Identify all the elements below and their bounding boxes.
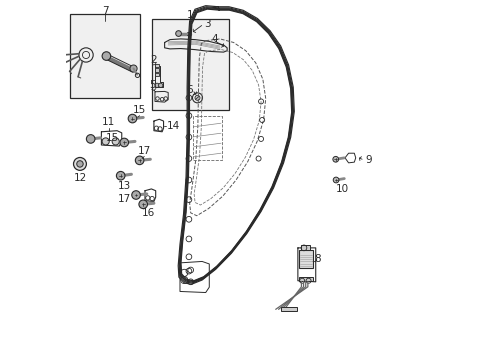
Text: 8: 8	[315, 254, 321, 264]
Circle shape	[130, 65, 137, 72]
Circle shape	[117, 171, 125, 180]
Circle shape	[86, 135, 95, 143]
Text: 4: 4	[211, 34, 218, 44]
Text: 9: 9	[366, 156, 372, 165]
Text: 13: 13	[118, 181, 131, 192]
Circle shape	[155, 83, 159, 87]
Bar	[299, 250, 313, 267]
Text: 11: 11	[102, 117, 115, 127]
Bar	[155, 64, 159, 67]
Text: 12: 12	[74, 173, 87, 183]
Circle shape	[333, 177, 339, 183]
Bar	[70, 14, 140, 98]
Text: 14: 14	[167, 121, 180, 131]
Circle shape	[120, 138, 128, 147]
Bar	[301, 245, 310, 250]
Text: 6: 6	[186, 85, 193, 95]
Circle shape	[77, 161, 83, 167]
Bar	[155, 68, 159, 72]
Text: 16: 16	[142, 208, 155, 218]
Text: 2: 2	[150, 55, 157, 65]
Circle shape	[74, 157, 86, 170]
Text: 10: 10	[336, 184, 349, 194]
Bar	[298, 277, 313, 282]
Circle shape	[132, 191, 140, 199]
Text: 17: 17	[118, 194, 131, 203]
Bar	[155, 73, 159, 76]
Text: 7: 7	[101, 6, 108, 17]
Circle shape	[139, 200, 147, 208]
Circle shape	[159, 83, 163, 87]
Circle shape	[195, 95, 200, 100]
Circle shape	[112, 138, 119, 145]
Circle shape	[128, 114, 137, 123]
Circle shape	[135, 156, 144, 165]
Text: 17: 17	[138, 146, 151, 156]
Bar	[152, 19, 229, 111]
Text: 5: 5	[149, 80, 156, 90]
Circle shape	[102, 138, 109, 145]
Text: 15: 15	[106, 133, 119, 143]
Circle shape	[102, 52, 111, 60]
Text: 15: 15	[133, 105, 146, 115]
Circle shape	[333, 157, 339, 162]
Circle shape	[176, 31, 181, 36]
Bar	[281, 307, 297, 311]
Text: 3: 3	[204, 19, 211, 29]
Text: 1: 1	[186, 10, 193, 19]
